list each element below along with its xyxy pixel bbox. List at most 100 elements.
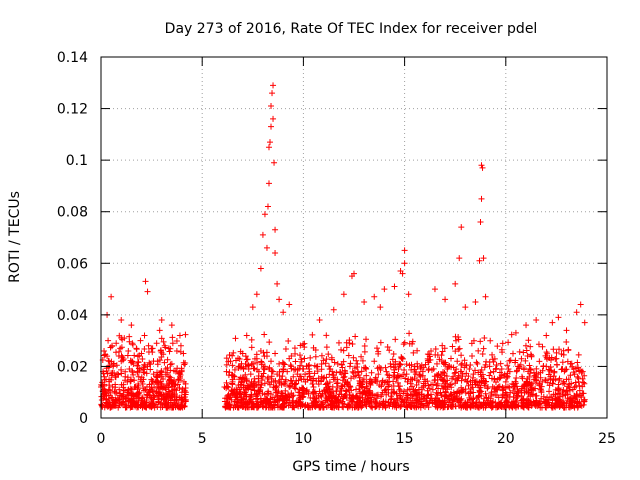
background-density-mark xyxy=(238,360,245,367)
background-density-mark xyxy=(331,359,338,366)
background-density-mark xyxy=(105,386,112,393)
data-point xyxy=(383,368,390,375)
background-density-mark xyxy=(128,404,135,411)
background-density-mark xyxy=(424,392,431,399)
background-density-mark xyxy=(358,353,365,360)
data-point xyxy=(479,164,486,171)
data-point xyxy=(336,399,343,406)
data-point xyxy=(120,391,127,398)
data-point xyxy=(270,82,277,89)
background-density-mark xyxy=(333,398,340,405)
background-density-mark xyxy=(164,356,171,363)
data-point xyxy=(230,404,237,411)
data-point xyxy=(132,384,139,391)
background-density-mark xyxy=(535,401,542,408)
background-density-mark xyxy=(527,382,534,389)
background-density-mark xyxy=(538,389,545,396)
background-density-mark xyxy=(474,382,481,389)
background-density-mark xyxy=(426,385,433,392)
background-density-mark xyxy=(479,351,486,358)
background-density-mark xyxy=(500,385,507,392)
data-point xyxy=(259,231,266,238)
background-density-mark xyxy=(246,382,253,389)
data-point xyxy=(153,340,160,347)
data-point xyxy=(470,371,477,378)
background-density-mark xyxy=(140,368,147,375)
background-density-mark xyxy=(240,365,247,372)
data-point xyxy=(523,322,530,329)
background-density-mark xyxy=(135,381,142,388)
data-point xyxy=(401,402,408,409)
background-density-mark xyxy=(554,390,561,397)
background-density-mark xyxy=(301,344,308,351)
background-density-mark xyxy=(449,343,456,350)
background-density-mark xyxy=(225,372,232,379)
data-point xyxy=(284,368,291,375)
background-density-mark xyxy=(452,337,459,344)
data-point xyxy=(267,404,274,411)
background-density-mark xyxy=(106,382,113,389)
data-point xyxy=(369,404,376,411)
background-density-mark xyxy=(425,382,432,389)
background-density-mark xyxy=(318,393,325,400)
data-point xyxy=(294,371,301,378)
background-density-mark xyxy=(493,392,500,399)
background-density-mark xyxy=(260,370,267,377)
background-density-mark xyxy=(134,362,141,369)
data-point xyxy=(527,366,534,373)
background-density-mark xyxy=(348,395,355,402)
background-density-mark xyxy=(292,358,299,365)
background-density-mark xyxy=(228,396,235,403)
background-density-mark xyxy=(509,350,516,357)
data-point xyxy=(176,373,183,380)
background-density-mark xyxy=(352,333,359,340)
background-density-mark xyxy=(484,383,491,390)
background-density-mark xyxy=(339,364,346,371)
background-density-mark xyxy=(491,355,498,362)
background-density-mark xyxy=(313,377,320,384)
data-point xyxy=(165,345,172,352)
background-density-mark xyxy=(420,395,427,402)
background-density-mark xyxy=(279,390,286,397)
background-density-mark xyxy=(404,395,411,402)
background-density-mark xyxy=(386,381,393,388)
background-density-mark xyxy=(482,361,489,368)
data-point xyxy=(146,381,153,388)
background-density-mark xyxy=(340,347,347,354)
data-point xyxy=(118,358,125,365)
data-point xyxy=(482,378,489,385)
background-density-mark xyxy=(485,395,492,402)
background-density-mark xyxy=(548,367,555,374)
data-point xyxy=(167,399,174,406)
background-density-mark xyxy=(282,387,289,394)
data-point xyxy=(462,376,469,383)
background-density-mark xyxy=(237,402,244,409)
background-density-mark xyxy=(363,390,370,397)
background-density-mark xyxy=(235,355,242,362)
background-density-mark xyxy=(396,386,403,393)
data-point xyxy=(282,378,289,385)
background-density-mark xyxy=(390,364,397,371)
data-point xyxy=(264,203,271,210)
background-density-mark xyxy=(356,386,363,393)
background-density-mark xyxy=(518,355,525,362)
background-density-mark xyxy=(111,388,118,395)
background-density-mark xyxy=(392,336,399,343)
background-density-mark xyxy=(129,358,136,365)
background-density-mark xyxy=(477,403,484,410)
background-density-mark xyxy=(263,395,270,402)
data-point xyxy=(304,402,311,409)
background-density-mark xyxy=(402,375,409,382)
background-density-mark xyxy=(173,338,180,345)
data-point xyxy=(518,373,525,380)
data-point xyxy=(243,332,250,339)
data-point xyxy=(512,404,519,411)
data-point xyxy=(122,373,129,380)
background-density-mark xyxy=(300,393,307,400)
background-density-mark xyxy=(547,364,554,371)
background-density-mark xyxy=(105,364,112,371)
background-density-mark xyxy=(491,375,498,382)
data-point xyxy=(106,376,113,383)
axis-ticks: 0 0.02 0.04 0.06 0.08 0.1 0.12 0.14 0 5 10 15 20 25 xyxy=(57,50,616,447)
background-density-mark xyxy=(496,369,503,376)
